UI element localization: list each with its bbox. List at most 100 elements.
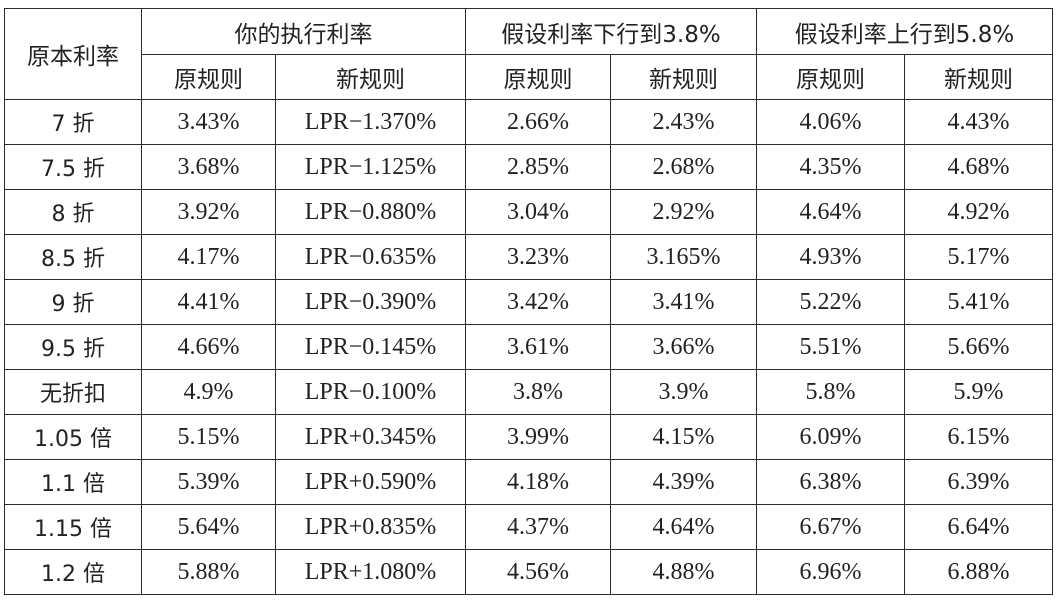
table-cell: 5.39% <box>141 459 276 505</box>
table-cell: 5.22% <box>756 279 905 325</box>
table-cell: LPR−0.390% <box>275 279 466 325</box>
table-cell: 3.41% <box>610 279 757 325</box>
table-cell: 6.67% <box>756 504 905 550</box>
table-cell: 4.68% <box>904 144 1053 190</box>
header-original-rate: 原本利率 <box>4 8 142 100</box>
table-cell: 4.35% <box>756 144 905 190</box>
table-cell: LPR+1.080% <box>275 549 466 595</box>
row-label: 1.1 倍 <box>4 459 142 505</box>
header-row-groups: 原本利率 你的执行利率 假设利率下行到3.8% 假设利率上行到5.8% <box>4 8 1053 100</box>
table-cell: LPR−1.125% <box>275 144 466 190</box>
table-body: 7 折 3.43% LPR−1.370% 2.66% 2.43% 4.06% 4.43% 7.… <box>4 99 1053 595</box>
table-cell: LPR−0.880% <box>275 189 466 235</box>
table-cell: 3.9% <box>610 369 757 415</box>
row-label: 8.5 折 <box>4 234 142 280</box>
table-cell: 4.88% <box>610 549 757 595</box>
row-label: 9 折 <box>4 279 142 325</box>
table-cell: 4.64% <box>610 504 757 550</box>
table-cell: 4.39% <box>610 459 757 505</box>
table-cell: 4.06% <box>756 99 905 145</box>
table-row: 1.15 倍 5.64% LPR+0.835% 4.37% 4.64% 6.67% 6.64… <box>4 504 1053 550</box>
table-row: 1.2 倍 5.88% LPR+1.080% 4.56% 4.88% 6.96% 6.88% <box>4 549 1053 595</box>
subheader-old-rule: 原规则 <box>465 54 611 100</box>
table-cell: 6.15% <box>904 414 1053 460</box>
table-cell: 6.96% <box>756 549 905 595</box>
subheader-new-rule: 新规则 <box>275 54 466 100</box>
table-cell: 4.37% <box>465 504 611 550</box>
table-cell: LPR−0.635% <box>275 234 466 280</box>
table-cell: 4.17% <box>141 234 276 280</box>
table-cell: 4.15% <box>610 414 757 460</box>
table-cell: 3.43% <box>141 99 276 145</box>
table-row: 8 折 3.92% LPR−0.880% 3.04% 2.92% 4.64% 4.92% <box>4 189 1053 235</box>
table-cell: 4.56% <box>465 549 611 595</box>
table-cell: 2.66% <box>465 99 611 145</box>
table-cell: 4.93% <box>756 234 905 280</box>
table-cell: 4.92% <box>904 189 1053 235</box>
table-cell: 6.09% <box>756 414 905 460</box>
table-row: 9 折 4.41% LPR−0.390% 3.42% 3.41% 5.22% 5.41% <box>4 279 1053 325</box>
table-row: 无折扣 4.9% LPR−0.100% 3.8% 3.9% 5.8% 5.9% <box>4 369 1053 415</box>
table-cell: 3.66% <box>610 324 757 370</box>
table-row: 7 折 3.43% LPR−1.370% 2.66% 2.43% 4.06% 4.43% <box>4 99 1053 145</box>
table-cell: 3.23% <box>465 234 611 280</box>
table-row: 1.05 倍 5.15% LPR+0.345% 3.99% 4.15% 6.09% 6.15… <box>4 414 1053 460</box>
table-cell: 3.92% <box>141 189 276 235</box>
table-cell: 2.68% <box>610 144 757 190</box>
row-label: 7 折 <box>4 99 142 145</box>
table-cell: 5.41% <box>904 279 1053 325</box>
table-cell: 3.8% <box>465 369 611 415</box>
table-cell: 5.15% <box>141 414 276 460</box>
table-cell: 4.18% <box>465 459 611 505</box>
row-label: 7.5 折 <box>4 144 142 190</box>
header-rate-down: 假设利率下行到3.8% <box>465 8 757 55</box>
table-cell: LPR−1.370% <box>275 99 466 145</box>
row-label: 1.15 倍 <box>4 504 142 550</box>
header-row-rules: 原规则 新规则 原规则 新规则 原规则 新规则 <box>5 54 1053 100</box>
table-cell: 4.66% <box>141 324 276 370</box>
table-cell: LPR−0.145% <box>275 324 466 370</box>
table-cell: 6.39% <box>904 459 1053 505</box>
row-label: 9.5 折 <box>4 324 142 370</box>
table-cell: 5.17% <box>904 234 1053 280</box>
header-your-rate: 你的执行利率 <box>141 8 466 55</box>
table-cell: 5.9% <box>904 369 1053 415</box>
table-row: 9.5 折 4.66% LPR−0.145% 3.61% 3.66% 5.51% 5.66% <box>4 324 1053 370</box>
subheader-new-rule: 新规则 <box>904 54 1053 100</box>
table-cell: 3.61% <box>465 324 611 370</box>
subheader-old-rule: 原规则 <box>756 54 905 100</box>
table-row: 1.1 倍 5.39% LPR+0.590% 4.18% 4.39% 6.38% 6.39% <box>4 459 1053 505</box>
row-label: 无折扣 <box>4 369 142 415</box>
table-cell: 2.92% <box>610 189 757 235</box>
table-cell: 3.04% <box>465 189 611 235</box>
table-cell: 3.99% <box>465 414 611 460</box>
table-cell: 3.68% <box>141 144 276 190</box>
table-cell: 5.64% <box>141 504 276 550</box>
table-cell: 2.85% <box>465 144 611 190</box>
subheader-old-rule: 原规则 <box>141 54 276 100</box>
table-cell: 5.66% <box>904 324 1053 370</box>
table-cell: LPR+0.590% <box>275 459 466 505</box>
table-cell: 4.9% <box>141 369 276 415</box>
rate-comparison-table: 原本利率 你的执行利率 假设利率下行到3.8% 假设利率上行到5.8% 原规则 … <box>4 8 1053 595</box>
table-cell: 4.41% <box>141 279 276 325</box>
subheader-new-rule: 新规则 <box>610 54 757 100</box>
table-cell: 5.8% <box>756 369 905 415</box>
table-row: 8.5 折 4.17% LPR−0.635% 3.23% 3.165% 4.93% 5.17… <box>4 234 1053 280</box>
table-cell: 5.51% <box>756 324 905 370</box>
table-cell: 4.43% <box>904 99 1053 145</box>
row-label: 1.05 倍 <box>4 414 142 460</box>
table-row: 7.5 折 3.68% LPR−1.125% 2.85% 2.68% 4.35% 4.68% <box>4 144 1053 190</box>
row-label: 1.2 倍 <box>4 549 142 595</box>
table-cell: LPR+0.835% <box>275 504 466 550</box>
header-rate-up: 假设利率上行到5.8% <box>756 8 1053 55</box>
table-cell: LPR+0.345% <box>275 414 466 460</box>
table-cell: 5.88% <box>141 549 276 595</box>
table-cell: LPR−0.100% <box>275 369 466 415</box>
table-cell: 2.43% <box>610 99 757 145</box>
table-cell: 6.88% <box>904 549 1053 595</box>
table-cell: 3.165% <box>610 234 757 280</box>
row-label: 8 折 <box>4 189 142 235</box>
table-cell: 4.64% <box>756 189 905 235</box>
table-cell: 6.38% <box>756 459 905 505</box>
